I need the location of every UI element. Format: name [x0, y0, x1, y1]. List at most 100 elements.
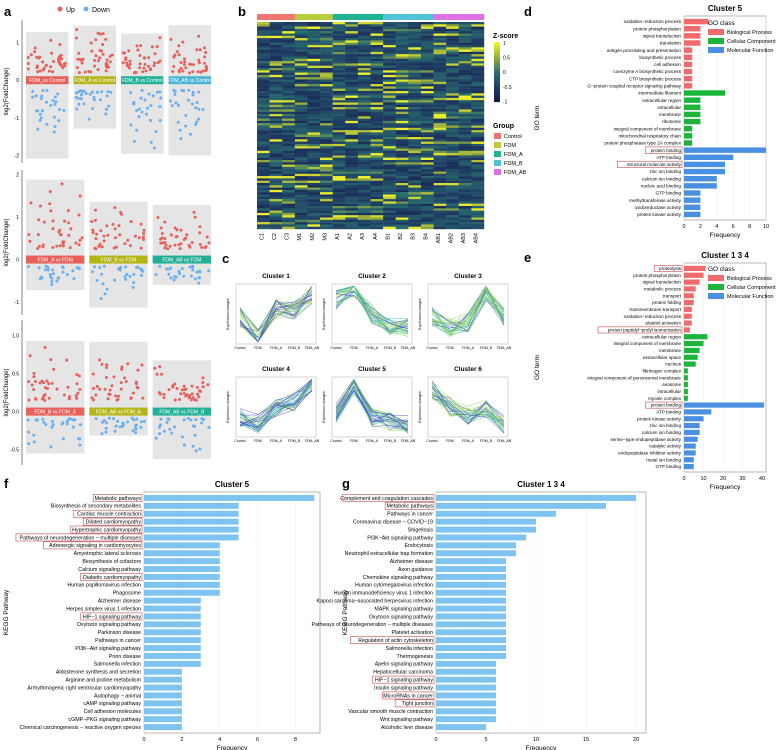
group-shade-rect	[26, 340, 85, 454]
down-point	[104, 421, 108, 425]
heatmap-cell	[332, 171, 346, 174]
heatmap-cell	[420, 74, 434, 78]
heatmap-cell	[307, 58, 321, 62]
category-label: Cell adhesion molecules	[84, 709, 142, 715]
heatmap-cell	[471, 51, 485, 55]
heatmap-cell	[294, 58, 308, 62]
up-point	[128, 59, 132, 63]
heatmap-cell	[383, 178, 396, 181]
heatmap-cell	[332, 194, 346, 197]
up-point	[163, 241, 167, 245]
heatmap-cell	[471, 201, 485, 204]
up-point	[182, 388, 186, 392]
heatmap-cell	[420, 226, 434, 230]
heatmap-cell	[357, 63, 371, 66]
category-label: Insulin signaling pathway	[374, 685, 433, 691]
down-point	[46, 268, 50, 272]
highlight-box	[645, 401, 683, 409]
up-point	[49, 38, 53, 42]
bar	[144, 629, 201, 636]
heatmap-cell	[320, 79, 333, 82]
cluster-ylabel: Expression changes	[226, 298, 230, 330]
heatmap-cell	[282, 203, 296, 207]
down-point	[154, 130, 158, 134]
expression-line	[335, 379, 409, 431]
up-point	[159, 241, 163, 245]
down-point	[82, 102, 86, 106]
bar	[144, 534, 239, 541]
heatmap-cell	[269, 146, 283, 149]
heatmap-cell	[269, 61, 283, 64]
heatmap-cell	[370, 95, 384, 99]
heatmap-cell	[332, 100, 346, 103]
legend-label: Biological Process	[727, 276, 772, 282]
heatmap-cell	[383, 54, 396, 57]
heatmap-cell	[471, 127, 485, 131]
cluster-title: Cluster 3	[454, 273, 482, 280]
heatmap-cell	[282, 146, 296, 149]
bar	[684, 211, 701, 218]
up-point	[173, 398, 177, 402]
heatmap-cell	[395, 102, 409, 105]
heatmap-cell	[370, 226, 384, 230]
heatmap-cell	[433, 120, 447, 124]
heatmap-cell	[294, 192, 308, 195]
heatmap-cell	[320, 120, 333, 124]
heatmap-cell	[433, 215, 447, 218]
bar	[436, 510, 556, 517]
up-point	[162, 396, 166, 400]
heatmap-cell	[269, 196, 283, 200]
heatmap-cell	[395, 109, 409, 112]
up-point	[197, 58, 201, 62]
heatmap-cell	[257, 215, 270, 218]
up-point	[181, 40, 185, 44]
heatmap-cell	[446, 28, 459, 32]
up-point	[129, 220, 133, 224]
heatmap-cell	[345, 91, 359, 94]
heatmap-cell	[370, 35, 384, 39]
heatmap-cell	[420, 215, 434, 218]
heatmap-cell	[446, 176, 459, 179]
heatmap-cell	[383, 47, 396, 50]
heatmap-cell	[257, 91, 270, 94]
heatmap-cell	[269, 79, 283, 82]
heatmap-cell	[383, 38, 396, 41]
heatmap-cell	[420, 31, 434, 34]
bar	[144, 589, 220, 596]
down-point	[197, 281, 201, 285]
heatmap-cell	[269, 33, 283, 36]
up-point	[112, 246, 116, 250]
heatmap-cell	[420, 100, 434, 103]
heatmap-cell	[269, 24, 283, 27]
up-point	[47, 382, 51, 386]
down-point	[39, 97, 43, 101]
bar	[684, 40, 701, 46]
heatmap-cell	[345, 164, 359, 168]
heatmap-cell	[294, 91, 308, 94]
heatmap-cell	[433, 176, 447, 179]
up-point	[175, 234, 179, 238]
heatmap-cell	[269, 166, 283, 170]
heatmap-cell	[257, 77, 270, 80]
heatmap-cell	[282, 31, 296, 34]
y-axis-title: log2(FoldChange)	[4, 368, 10, 416]
heatmap-cell	[294, 130, 308, 133]
heatmap-cell	[458, 146, 472, 149]
y-tick-label: 2	[16, 172, 19, 178]
heatmap-cell	[471, 169, 485, 172]
heatmap-cell	[320, 164, 333, 168]
up-point	[36, 246, 40, 250]
heatmap-cell	[420, 203, 434, 207]
heatmap-cell	[383, 201, 396, 204]
heatmap-cell	[257, 171, 270, 174]
bar	[684, 90, 725, 96]
heatmap-cell	[257, 97, 270, 101]
bar	[436, 526, 536, 533]
down-point	[92, 98, 96, 102]
heatmap-cell	[408, 24, 422, 27]
heatmap-cell	[257, 86, 270, 89]
down-point	[180, 267, 184, 271]
up-point	[77, 71, 81, 75]
heatmap-cell	[332, 61, 346, 64]
heatmap-cell	[282, 58, 296, 62]
